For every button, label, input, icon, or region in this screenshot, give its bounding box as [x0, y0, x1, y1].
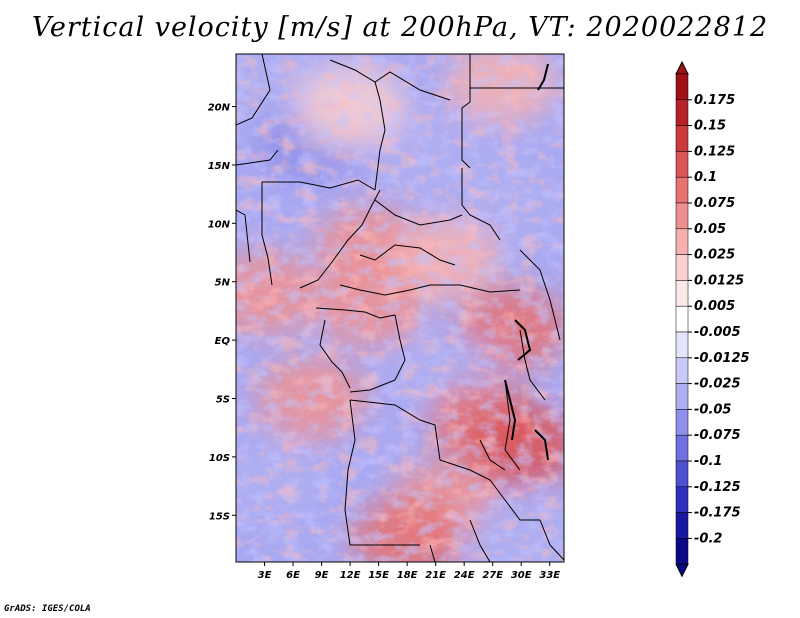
- colorbar-label-3: 0.1: [694, 170, 717, 185]
- colorbar-swatch-5: [675, 202, 689, 230]
- colorbar-label-1: 0.15: [694, 119, 726, 134]
- lat-label-EQ: EQ: [215, 336, 231, 347]
- colorbar-swatch-2: [675, 125, 689, 152]
- border-ethiopia: [519, 249, 561, 341]
- border-car-north: [359, 244, 456, 266]
- chart-title: Vertical velocity [m/s] at 200hPa, VT: 2…: [31, 12, 769, 43]
- border-mali: [236, 149, 279, 166]
- grads-credit: GrADS: IGES/COLA: [4, 604, 91, 614]
- lon-label-12E: 12E: [340, 570, 361, 581]
- country-borders: [236, 54, 564, 562]
- colorbar-label-0: 0.175: [694, 93, 735, 108]
- colorbar-swatch-6: [675, 228, 689, 255]
- border-uganda-kenya: [519, 329, 546, 401]
- lake-tanganyika: [504, 379, 517, 441]
- colorbar-swatch-18: [675, 538, 689, 565]
- map-field: [236, 54, 564, 562]
- border-chad-sudan: [374, 199, 463, 226]
- colorbar-swatch-10: [675, 331, 689, 359]
- lon-label-30E: 30E: [511, 570, 532, 581]
- colorbar-swatch-16: [675, 486, 689, 513]
- lat-label-15N: 15N: [208, 161, 231, 172]
- border-botswana: [429, 544, 436, 562]
- lat-label-20N: 20N: [208, 103, 231, 114]
- border-tanzania: [504, 379, 521, 471]
- colorbar-swatch-3: [675, 151, 689, 178]
- border-angola-drc: [349, 399, 441, 461]
- lon-label-15E: 15E: [368, 570, 389, 581]
- colorbar-label-7: 0.0125: [694, 273, 744, 288]
- border-cameroon-gabon: [315, 307, 396, 319]
- colorbar-swatch-1: [675, 99, 689, 126]
- colorbar-swatch-15: [675, 460, 689, 488]
- colorbar-label-4: 0.075: [694, 196, 735, 211]
- colorbar-swatch-7: [675, 254, 689, 281]
- border-congo-drc: [349, 314, 406, 393]
- border-lake-region: [479, 439, 506, 471]
- colorbar-top-arrow: [675, 60, 689, 75]
- border-niger-nigeria: [262, 179, 376, 191]
- colorbar-swatch-9: [675, 305, 689, 333]
- coast-red-sea: [537, 63, 549, 91]
- colorbar-swatch-0: [675, 73, 689, 101]
- colorbar-swatch-12: [675, 383, 689, 410]
- border-gabon-congo: [319, 319, 351, 389]
- latitude-axis: 20N 15N 10N 5N EQ 5S 10S 15S: [208, 103, 236, 522]
- colorbar-label-10: -0.0125: [694, 351, 750, 366]
- lon-label-18E: 18E: [397, 570, 418, 581]
- border-algeria-west: [236, 54, 271, 126]
- colorbar-swatch-17: [675, 512, 689, 539]
- colorbar-label-16: -0.175: [694, 506, 741, 521]
- colorbar-label-12: -0.05: [694, 402, 731, 417]
- lon-label-21E: 21E: [425, 570, 446, 581]
- lon-label-24E: 24E: [454, 570, 475, 581]
- colorbar-label-5: 0.05: [694, 222, 726, 237]
- colorbar-swatch-8: [675, 280, 689, 307]
- border-libya-niger: [329, 59, 451, 101]
- border-mozambique: [539, 519, 564, 561]
- lat-label-15S: 15S: [209, 511, 230, 522]
- colorbar-label-8: 0.005: [694, 299, 735, 314]
- colorbar-swatch-4: [675, 176, 689, 204]
- border-ghana: [236, 209, 251, 263]
- colorbar-label-2: 0.125: [694, 144, 735, 159]
- colorbar-swatch-11: [675, 357, 689, 384]
- lat-label-5N: 5N: [215, 278, 231, 289]
- lake-malawi: [534, 429, 549, 461]
- border-sudan: [461, 168, 501, 241]
- border-nigeria-cameroon: [299, 189, 381, 289]
- colorbar-label-13: -0.075: [694, 428, 741, 443]
- border-car-drc: [339, 284, 521, 296]
- longitude-axis: 3E 6E 9E 12E 15E 18E 21E 24E 27E 30E 33E: [258, 562, 560, 581]
- lon-label-33E: 33E: [539, 570, 560, 581]
- border-angola: [344, 399, 420, 546]
- lat-label-10N: 10N: [208, 219, 231, 230]
- colorbar: 0.175 0.15 0.125 0.1 0.075 0.05 0.025 0.0125 0.0…: [675, 60, 750, 578]
- border-libya-egypt: [461, 54, 471, 169]
- lon-label-6E: 6E: [286, 570, 300, 581]
- border-niger-chad: [374, 81, 386, 191]
- colorbar-label-15: -0.125: [694, 480, 741, 495]
- border-zimbabwe: [469, 519, 491, 562]
- lake-victoria: [514, 319, 532, 361]
- colorbar-label-17: -0.2: [694, 531, 722, 546]
- colorbar-label-11: -0.025: [694, 377, 741, 392]
- colorbar-swatch-13: [675, 409, 689, 436]
- colorbar-label-14: -0.1: [694, 454, 722, 469]
- lon-label-9E: 9E: [315, 570, 329, 581]
- border-benin-nigeria: [261, 182, 273, 286]
- lon-label-3E: 3E: [258, 570, 272, 581]
- field-noise-red: [236, 54, 564, 562]
- lat-label-10S: 10S: [209, 453, 230, 464]
- lat-label-5S: 5S: [216, 395, 230, 406]
- colorbar-bottom-arrow: [675, 563, 689, 578]
- border-zambia: [439, 459, 540, 521]
- plot-frame: [235, 53, 565, 563]
- colorbar-swatch-14: [675, 434, 689, 462]
- coastlines-lakes: [504, 63, 549, 461]
- colorbar-label-9: -0.005: [694, 325, 741, 340]
- colorbar-label-6: 0.025: [694, 248, 735, 263]
- lon-label-27E: 27E: [482, 570, 503, 581]
